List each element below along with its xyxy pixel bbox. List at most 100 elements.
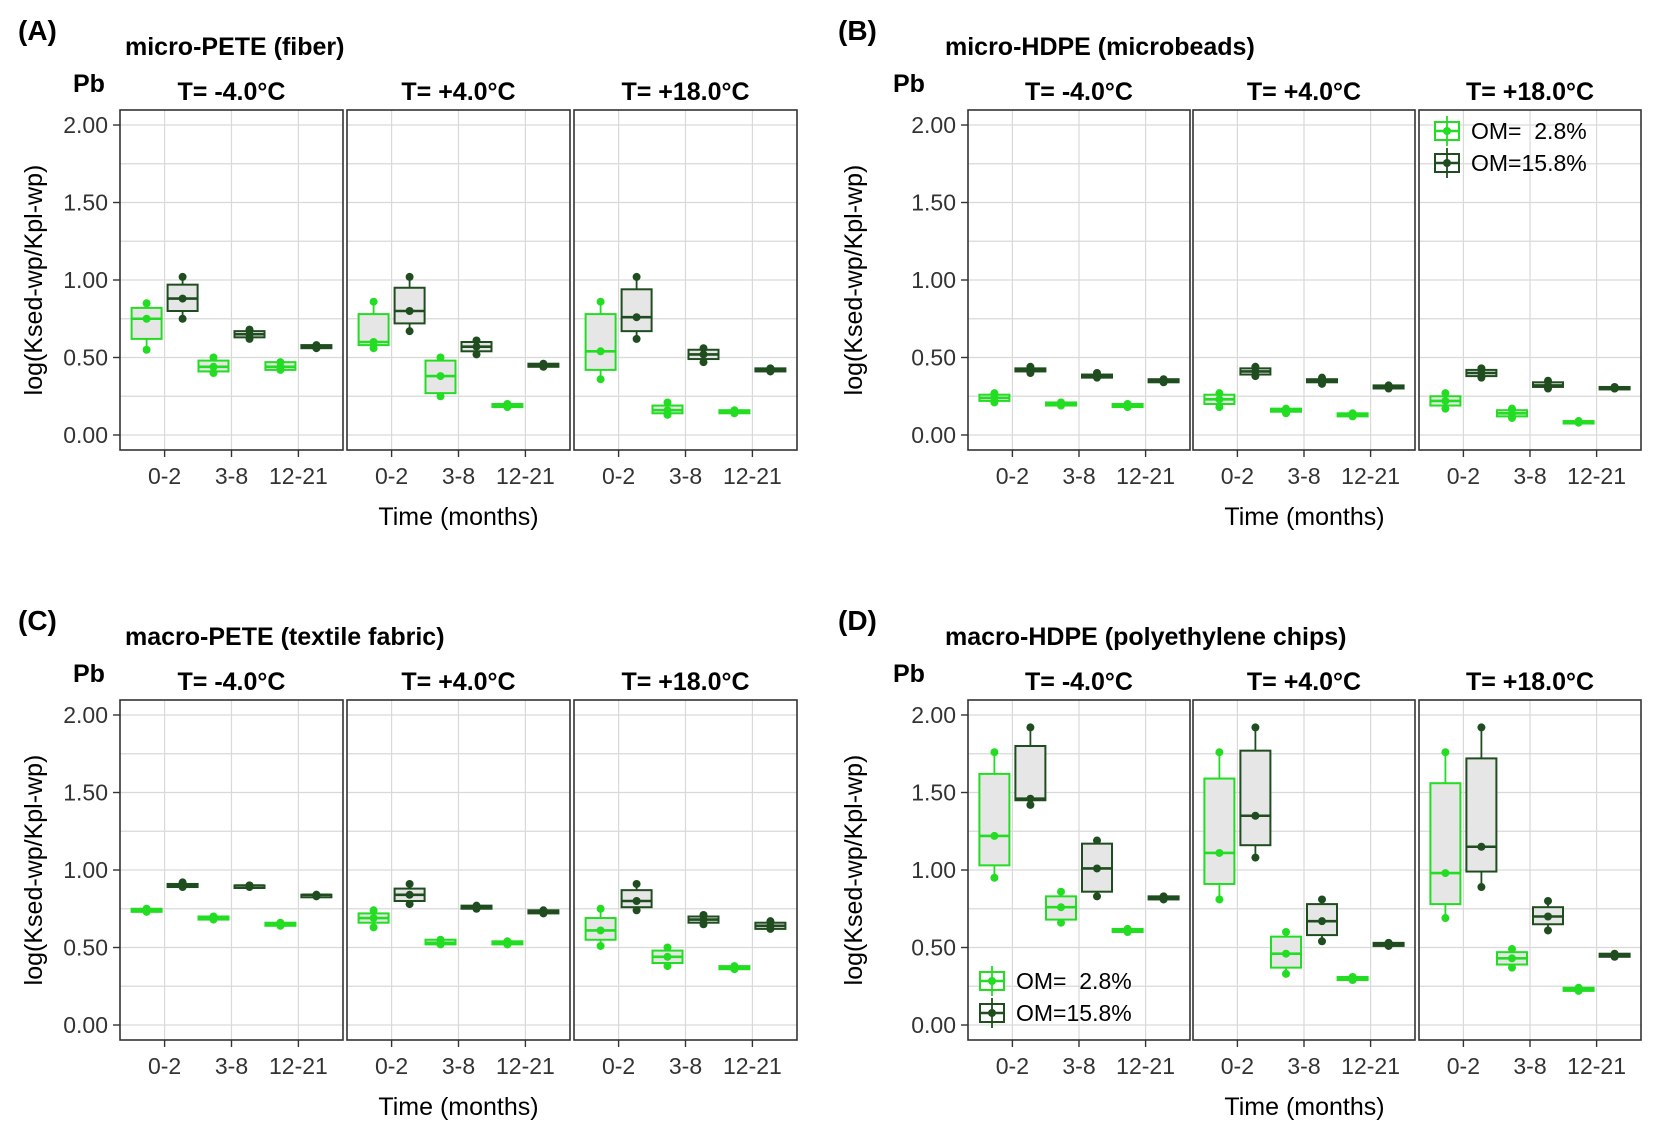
box-om-15-8 <box>233 881 266 892</box>
legend: OM= 2.8% OM=15.8% <box>1434 116 1587 178</box>
box-om-2-8 <box>651 398 684 419</box>
facet-frame <box>1418 699 1642 1041</box>
box-om-2-8 <box>651 943 684 971</box>
y-axis-title: log(Ksed-wp/Kpl-wp) <box>840 165 868 396</box>
data-point <box>142 299 151 308</box>
y-tick-label: 1.50 <box>63 190 108 216</box>
data-point <box>1251 723 1260 732</box>
data-point <box>632 897 641 905</box>
legend-label: OM= 2.8% <box>1016 968 1132 994</box>
y-tick-label: 1.50 <box>911 190 956 216</box>
box-om-15-8 <box>754 364 787 376</box>
data-point <box>503 940 512 949</box>
facet-frame <box>346 109 571 451</box>
data-point <box>699 344 708 353</box>
box-om-2-8 <box>264 358 297 374</box>
data-point <box>1508 413 1516 422</box>
data-point <box>1318 379 1326 388</box>
data-point <box>632 272 641 281</box>
box-om-2-8 <box>1111 924 1144 936</box>
x-tick-label: 3-8 <box>442 1053 475 1079</box>
box-om-2-8 <box>1496 945 1528 972</box>
panel-letter: (C) <box>18 605 57 636</box>
data-point <box>663 952 672 961</box>
data-point <box>699 350 708 359</box>
data-point <box>730 965 739 974</box>
data-point <box>369 297 378 306</box>
data-point <box>1574 418 1583 427</box>
box-om-2-8 <box>491 937 524 949</box>
data-point <box>1441 404 1450 413</box>
data-point <box>1318 937 1326 946</box>
y-tick-label: 0.50 <box>63 345 108 371</box>
element-label: Pb <box>73 70 105 98</box>
data-point <box>1441 869 1450 878</box>
x-axis-title: Time (months) <box>378 1093 538 1121</box>
box-body <box>1239 749 1272 847</box>
panel-a: (A) micro-PETE (fiber) Pb log(Ksed-wp/Kpl-w… <box>18 15 798 531</box>
data-point <box>1057 903 1065 912</box>
legend-key-point <box>988 1009 996 1017</box>
data-point <box>990 748 999 757</box>
box-om-2-8 <box>1562 983 1595 995</box>
y-tick-label: 0.00 <box>911 1012 956 1038</box>
box-om-15-8 <box>1532 376 1564 393</box>
data-point <box>730 409 739 418</box>
data-point <box>632 879 641 888</box>
box-body <box>1014 745 1047 802</box>
box-om-15-8 <box>393 272 426 336</box>
data-point <box>1215 403 1224 412</box>
box-body <box>978 772 1011 867</box>
data-point <box>209 369 218 377</box>
x-tick-label: 0-2 <box>375 1053 408 1079</box>
panel-letter: (D) <box>838 605 877 636</box>
data-point <box>472 336 481 345</box>
x-tick-label: 3-8 <box>669 1053 702 1079</box>
data-point <box>1477 373 1486 382</box>
box-om-2-8 <box>1496 404 1528 422</box>
facet-1: T= -4.0°C 0-2 3-8 12-21 <box>967 78 1191 489</box>
box-body <box>1203 777 1236 885</box>
data-point <box>1093 892 1101 901</box>
box-om-2-8 <box>424 353 457 401</box>
box-om-15-8 <box>1081 369 1113 382</box>
facet-temp-label: T= +4.0°C <box>401 668 515 696</box>
x-tick-label: 3-8 <box>1287 463 1320 489</box>
panel-title: micro-HDPE (microbeads) <box>945 33 1255 61</box>
x-tick-label: 3-8 <box>1513 1053 1546 1079</box>
box-body <box>130 306 163 340</box>
facet-2: T= +4.0°C 0-2 3-8 12-21 <box>1192 78 1416 489</box>
x-tick-label: 12-21 <box>1341 463 1400 489</box>
box-om-15-8 <box>1147 375 1180 387</box>
data-point <box>436 372 445 381</box>
data-point <box>1057 918 1065 927</box>
data-point <box>990 398 999 407</box>
facet-temp-label: T= -4.0°C <box>1025 78 1133 106</box>
y-axis-title: log(Ksed-wp/Kpl-wp) <box>20 755 48 986</box>
data-point <box>436 940 445 949</box>
legend-key-point <box>1443 159 1451 167</box>
data-point <box>1574 986 1583 995</box>
data-point <box>1544 926 1552 935</box>
data-point <box>245 883 254 892</box>
data-point <box>596 904 605 913</box>
facet-temp-label: T= +18.0°C <box>621 78 749 106</box>
data-point <box>1215 848 1224 857</box>
facet-temp-label: T= -4.0°C <box>178 668 286 696</box>
facet-temp-label: T= +18.0°C <box>621 668 749 696</box>
x-tick-label: 12-21 <box>496 463 555 489</box>
data-point <box>1441 396 1450 405</box>
x-tick-label: 0-2 <box>375 463 408 489</box>
y-tick-label: 0.00 <box>63 1012 108 1038</box>
data-point <box>632 334 641 343</box>
box-om-15-8 <box>1372 938 1405 950</box>
data-point <box>178 883 187 892</box>
box-om-2-8 <box>1270 928 1302 978</box>
data-point <box>1508 945 1516 954</box>
data-point <box>209 915 218 924</box>
box-om-2-8 <box>584 297 617 384</box>
facet-temp-label: T= -4.0°C <box>1025 668 1133 696</box>
box-om-2-8 <box>264 918 297 930</box>
x-tick-label: 3-8 <box>669 463 702 489</box>
